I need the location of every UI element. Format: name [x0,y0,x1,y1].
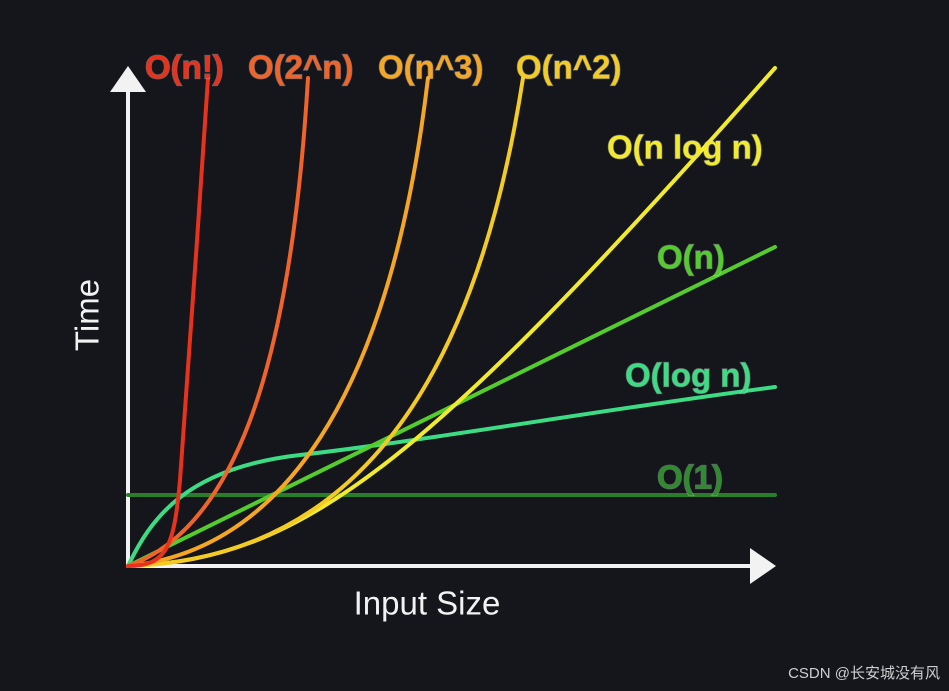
curve-log [126,385,777,568]
curve-label: O(1) [657,459,723,496]
y-axis-arrow [110,66,146,92]
watermark: CSDN @长安城没有风 [788,665,940,682]
curve-label: O(log n) [625,357,751,394]
curve-quadratic [126,76,525,568]
curve-label: O(n log n) [607,129,763,166]
curve-label: O(n^3) [378,49,483,86]
y-axis-label: Time [69,279,106,351]
curve-label: O(n) [657,239,725,276]
x-axis-label: Input Size [354,585,501,622]
x-axis-arrow [750,548,776,584]
curve-cubic [126,76,430,568]
curve-label: O(2^n) [248,49,353,86]
curve-factorial [126,76,210,568]
curve-label: O(n!) [145,49,224,86]
curve-label: O(n^2) [516,49,621,86]
